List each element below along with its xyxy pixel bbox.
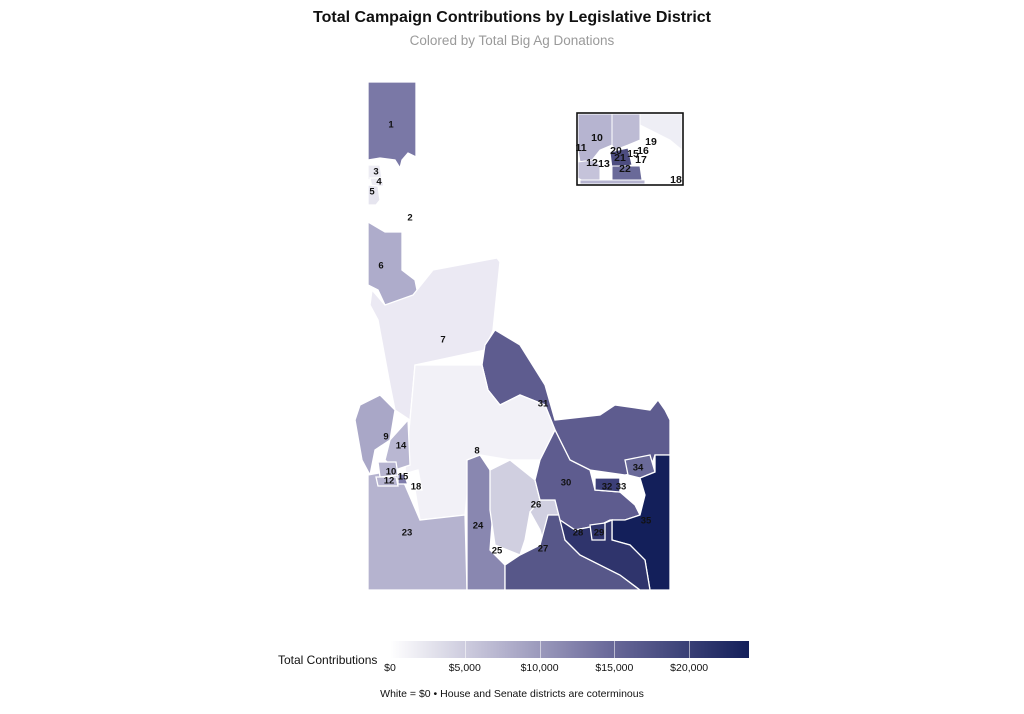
inset-label-18: 18	[670, 174, 682, 186]
inset-label-15: 15	[627, 148, 639, 160]
district-9	[354, 394, 396, 477]
district-label-29: 29	[594, 528, 605, 539]
district-24	[466, 454, 506, 591]
district-label-15: 15	[398, 472, 409, 483]
legend-tick-mark	[390, 641, 391, 658]
district-label-30: 30	[561, 478, 572, 489]
legend-tick-label: $15,000	[595, 662, 634, 674]
inset-label-22: 22	[619, 163, 631, 175]
district-5	[367, 184, 381, 206]
district-label-35: 35	[641, 516, 652, 527]
inset-district-shape	[609, 147, 633, 169]
district-14	[384, 418, 411, 471]
district-label-27: 27	[538, 544, 549, 555]
district-label-8: 8	[474, 446, 479, 457]
inset-frame	[576, 112, 684, 186]
legend-tick-mark	[614, 641, 616, 658]
legend-tick-label: $10,000	[520, 662, 559, 674]
district-label-7: 7	[440, 335, 445, 346]
inset-label-17: 17	[635, 154, 647, 166]
inset-label-12: 12	[586, 157, 598, 169]
district-label-3: 3	[373, 167, 378, 178]
inset-district-shape	[579, 179, 646, 185]
district-12	[375, 476, 399, 487]
district-label-9: 9	[383, 432, 388, 443]
district-label-12: 12	[384, 476, 395, 487]
district-label-5: 5	[369, 187, 375, 198]
legend-color-bar	[390, 641, 749, 658]
district-label-10: 10	[386, 467, 397, 478]
district-label-26: 26	[531, 500, 542, 511]
legend-tick-label: $0	[384, 662, 396, 674]
map-subtitle: Colored by Total Big Ag Donations	[409, 33, 615, 48]
district-label-2: 2	[407, 213, 412, 224]
inset-label-10: 10	[591, 132, 603, 144]
district-25	[489, 459, 541, 556]
legend-title: Total Contributions	[278, 653, 378, 667]
legend-tick-mark	[689, 641, 691, 658]
district-label-32: 32	[602, 482, 613, 493]
inset-label-13: 13	[598, 158, 610, 170]
inset-label-21: 21	[614, 152, 626, 164]
district-label-6: 6	[378, 261, 383, 272]
legend-tick-mark	[539, 641, 541, 658]
legend-tick-label: $20,000	[670, 662, 709, 674]
district-label-28: 28	[573, 528, 584, 539]
inset-label-19: 19	[645, 136, 657, 148]
district-label-31: 31	[538, 399, 549, 410]
district-1	[367, 81, 417, 170]
caption: White = $0 • House and Senate districts …	[380, 688, 644, 700]
district-label-4: 4	[376, 177, 382, 188]
district-label-24: 24	[473, 521, 484, 532]
district-33	[619, 477, 641, 501]
legend-tick-mark	[464, 641, 466, 658]
inset-label-20: 20	[610, 145, 622, 157]
district-label-18: 18	[411, 482, 422, 493]
district-label-34: 34	[633, 463, 644, 474]
inset-label-11: 11	[575, 142, 586, 154]
district-29	[589, 522, 606, 541]
district-label-25: 25	[492, 546, 503, 557]
district-label-14: 14	[396, 441, 407, 452]
district-label-23: 23	[402, 528, 413, 539]
district-label-1: 1	[388, 120, 394, 131]
inset-label-16: 16	[637, 145, 649, 157]
district-18	[403, 469, 423, 491]
inset-district-shape	[639, 113, 683, 152]
district-label-33: 33	[616, 482, 627, 493]
map-title: Total Campaign Contributions by Legislat…	[313, 9, 711, 26]
legend-tick-label: $5,000	[448, 662, 481, 674]
